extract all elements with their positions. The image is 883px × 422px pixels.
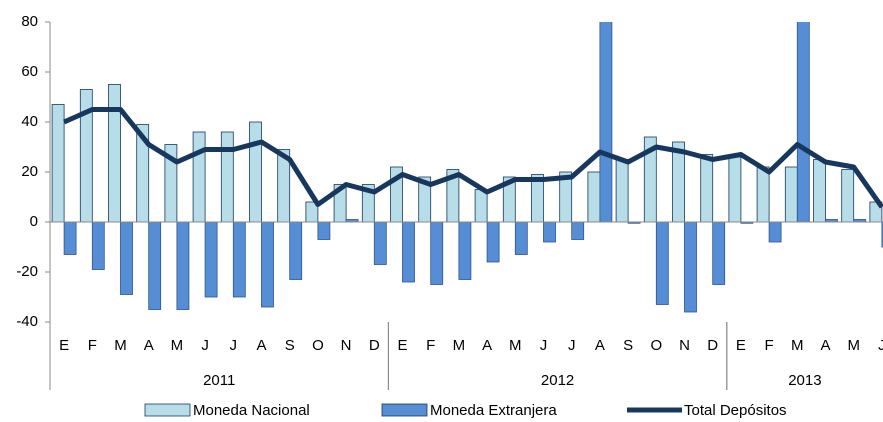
bar [768,221,782,243]
bar [684,221,697,313]
legend-label: Total Depósitos [684,402,787,419]
x-tick-label: J [201,337,209,354]
x-tick-label: A [595,337,605,354]
x-tick-label: D [707,337,718,354]
y-tick-label: 20 [21,163,38,180]
x-tick-label: S [623,337,633,354]
bar [249,121,262,223]
y-tick-label: 40 [21,113,38,130]
bar [615,159,629,223]
line [63,107,883,209]
legend-swatch [381,403,428,417]
x-tick-label: J [540,337,548,354]
x-tick-label: J [230,337,238,354]
bar [402,221,415,283]
x-tick-label: M [791,337,804,354]
bar [220,131,234,223]
x-tick-label: M [453,337,466,354]
bar [120,221,133,295]
legend-label: Moneda Nacional [193,402,310,419]
bar [543,221,556,243]
x-tick-label: O [650,337,662,354]
x-tick-label: M [509,337,522,354]
x-tick-label: N [679,337,690,354]
bar [91,221,105,270]
bar [261,221,274,308]
bar [373,221,387,265]
bar [430,221,444,285]
bar [514,221,528,255]
x-tick-label: S [285,337,295,354]
bar [176,221,190,310]
x-tick-label: F [88,337,97,354]
bar [796,22,810,223]
x-tick-label: N [341,337,352,354]
y-tick-label: -40 [16,313,38,330]
x-tick-label: E [397,337,407,354]
x-tick-label: O [312,337,324,354]
x-tick-label: F [765,337,774,354]
x-tick-label: J [568,337,576,354]
y-tick-label: -20 [16,263,38,280]
x-tick-label: A [820,337,830,354]
group-label: 2013 [788,372,821,389]
bar [728,156,742,223]
bar [841,169,855,223]
bar [474,189,488,223]
x-tick-label: J [878,337,883,354]
x-tick-label: F [426,337,435,354]
bar [756,166,770,223]
bar [148,221,162,310]
bar [655,221,669,305]
legend-swatch [144,403,191,417]
bar [784,166,798,223]
bar [571,221,585,240]
x-tick-label: M [114,337,127,354]
y-tick-label: 80 [21,13,38,30]
bar [289,221,303,280]
plot-area [51,22,883,313]
bar [813,159,826,223]
x-tick-label: M [847,337,860,354]
bar [700,154,714,223]
y-tick-label: 60 [21,63,38,80]
bar [204,221,218,298]
bar [51,104,65,223]
bar [192,131,206,223]
bar [63,221,77,255]
bar [881,221,883,248]
bar [458,221,472,280]
group-label: 2012 [541,372,574,389]
x-tick-label: A [482,337,492,354]
y-tick-label: 0 [30,213,38,230]
bar [486,221,500,263]
bar [599,22,613,223]
x-tick-label: E [59,337,69,354]
x-tick-label: E [736,337,746,354]
x-tick-label: A [144,337,154,354]
bar [232,221,246,298]
x-tick-label: A [256,337,266,354]
bar [108,84,121,223]
legend-label: Moneda Extranjera [430,402,557,419]
group-label: 2011 [203,372,235,389]
x-tick-label: M [171,337,184,354]
bar [712,221,726,285]
bar [317,221,331,240]
x-tick-label: D [369,337,380,354]
bar [587,171,601,223]
